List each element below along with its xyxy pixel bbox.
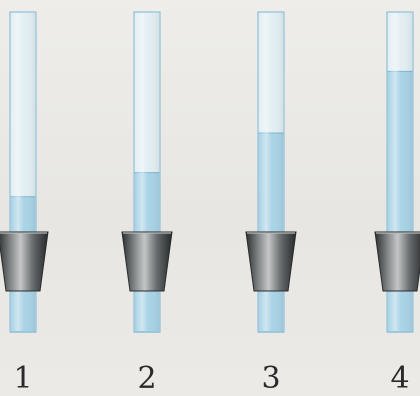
tube-label-1: 1: [13, 361, 33, 396]
tube-label-4: 4: [390, 361, 410, 396]
stopper-3: [245, 231, 297, 292]
tube-label-2: 2: [137, 361, 157, 396]
tube-label-3: 3: [261, 361, 281, 396]
stopper-4: [374, 231, 420, 292]
stopper-1: [0, 231, 49, 292]
stopper-2: [121, 231, 173, 292]
